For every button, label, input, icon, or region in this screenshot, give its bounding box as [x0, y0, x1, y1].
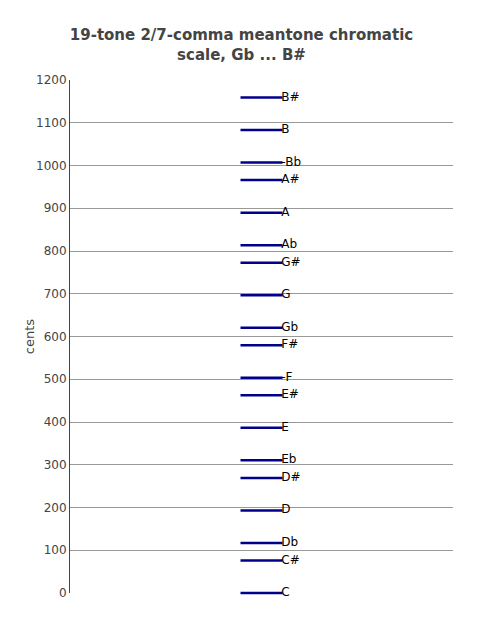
svg-text:G#: G#: [281, 255, 300, 269]
svg-text:cents: cents: [22, 319, 37, 354]
svg-text:100: 100: [44, 543, 67, 557]
svg-text:Db: Db: [281, 535, 298, 549]
svg-text:Eb: Eb: [281, 452, 296, 466]
svg-text:300: 300: [44, 458, 67, 472]
svg-text:1200: 1200: [36, 73, 67, 87]
svg-text:0: 0: [59, 586, 67, 600]
svg-text:A#: A#: [281, 172, 299, 186]
svg-text:1000: 1000: [36, 159, 67, 173]
svg-text:A: A: [281, 205, 290, 219]
svg-text:B: B: [281, 122, 289, 136]
svg-text:C#: C#: [281, 553, 299, 567]
svg-text:-Bb: -Bb: [281, 155, 301, 169]
svg-text:600: 600: [44, 330, 67, 344]
svg-text:19-tone 2/7-comma meantone chr: 19-tone 2/7-comma meantone chromaticscal…: [70, 26, 413, 64]
svg-text:C: C: [281, 585, 289, 599]
svg-text:E: E: [281, 420, 289, 434]
svg-text:Gb: Gb: [281, 320, 298, 334]
svg-text:D#: D#: [281, 470, 300, 484]
svg-text:B#: B#: [281, 90, 299, 104]
svg-text:700: 700: [44, 287, 67, 301]
svg-text:F#: F#: [281, 337, 298, 351]
svg-text:-F: -F: [281, 370, 292, 384]
svg-text:D: D: [281, 502, 290, 516]
svg-text:1100: 1100: [36, 116, 67, 130]
svg-text:E#: E#: [281, 387, 299, 401]
svg-text:800: 800: [44, 244, 67, 258]
svg-text:Ab: Ab: [281, 237, 297, 251]
svg-text:500: 500: [44, 372, 67, 386]
svg-text:G: G: [281, 287, 290, 301]
svg-text:400: 400: [44, 415, 67, 429]
svg-text:900: 900: [44, 201, 67, 215]
svg-text:200: 200: [44, 501, 67, 515]
